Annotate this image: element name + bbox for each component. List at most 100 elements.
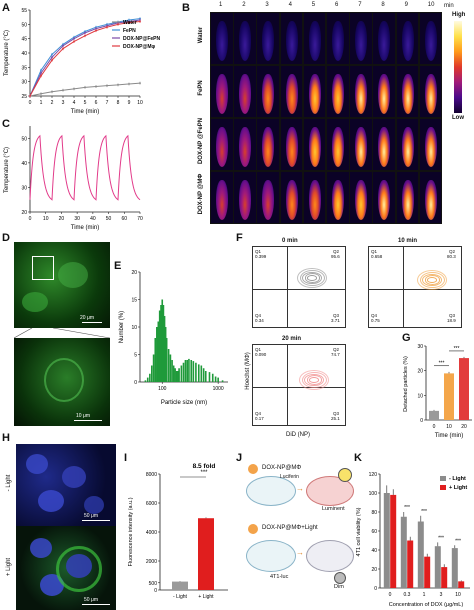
a-xtick-label: 8 [117,100,120,106]
b-tube-glow [424,74,437,114]
f-gate-vertical [403,247,404,327]
e-bar [157,321,160,382]
b-thermal-cell [419,119,442,170]
a-ytick-label: 25 [21,94,27,100]
k-bar [458,581,465,588]
panel-c-ylabel: Temperature (°C) [4,147,10,193]
a-legend-label: FePN [123,28,136,34]
b-col-label: 6 [335,2,339,8]
e-ytick-label: 10 [131,325,137,331]
panel-e-xlabel: Particle size (nm) [161,400,207,406]
b-tube-glow [378,180,391,220]
e-bar [163,316,166,382]
e-bar [182,362,185,382]
a-point [95,29,97,32]
c-xtick-label: 30 [74,216,80,222]
f-q2: Q2 [449,249,456,254]
a-ytick-label: 45 [21,37,27,43]
panel-k-ylabel: 4T1 cell viability (%) [356,507,362,556]
b-thermal-cell [396,13,419,64]
f-q2-value: 74.7 [331,352,340,357]
a-point [84,32,86,34]
e-bar [169,354,172,382]
panel-i-ylabel: Fluorescence intensity (a.u.) [128,497,134,566]
e-bar [162,305,165,382]
a-legend-label: DOX-NP@FePN [123,36,160,42]
a-xtick-label: 7 [106,100,109,106]
b-row-label: DOX-NP @MΦ [198,173,204,215]
panel-b: 1 2 3 4 5 6 7 8 9 10 min Water FePN DOX-NP @FePN DOX… [192,0,474,232]
k-bar [424,556,431,588]
b-thermal-cell [396,172,419,223]
e-bar [146,377,149,382]
b-tube-glow [216,21,228,61]
a-point [51,56,53,59]
b-thermal-cell [396,66,419,117]
panel-d-scale-top: 20 μm [80,315,94,321]
a-point [51,53,53,56]
a-ytick-label: 40 [21,51,27,57]
b-tube-glow [401,74,414,114]
k-bar [390,494,397,588]
f-q4: Q4 [371,313,378,318]
c-xtick-label: 70 [137,216,143,222]
f-q2: Q2 [333,347,340,352]
f-gate-vertical [287,345,288,425]
k-legend-label: - Light [449,476,466,482]
k-sig-label: *** [404,505,410,511]
b-tube-glow [424,180,437,220]
a-ytick-label: 35 [21,65,27,71]
b-thermal-cell [350,13,372,64]
b-thermal-cell [396,119,419,170]
b-thermal-cell [211,119,233,170]
b-thermal-cell [327,13,349,64]
a-point [73,37,75,40]
k-bar [400,516,407,588]
b-col-label: 2 [242,2,246,8]
f-plot-title: 20 min [282,336,302,342]
b-thermal-cell [350,119,372,170]
b-tube-glow [378,21,391,61]
e-bar [160,305,162,382]
b-thermal-cell [257,66,279,117]
b-tube-glow [355,21,368,61]
panel-j-bottom-result: Dim [334,584,344,590]
a-point [29,95,31,97]
a-point [40,72,42,74]
b-tube-glow [308,21,321,61]
a-point [128,83,130,85]
panel-label-a: A [2,2,10,14]
b-tube-glow [285,74,298,114]
f-q4: Q4 [255,411,262,416]
panel-g-xlabel: Time (min) [435,433,463,439]
k-bar [434,546,441,588]
a-point [117,83,119,86]
e-bar [221,380,224,382]
f-gate-vertical [287,247,288,327]
f-density-contour [299,269,325,287]
panel-label-h: H [2,432,10,444]
i-xtick-label: + Light [198,594,214,600]
b-thermal-cell [280,172,303,223]
a-xtick-label: 4 [73,100,76,106]
f-density-contour [424,275,440,285]
c-xtick-label: 10 [43,216,49,222]
a-point [84,34,86,37]
a-xtick-label: 0 [29,100,32,106]
panel-label-e: E [114,260,122,272]
e-bar [144,380,147,382]
i-xtick-label: - Light [173,594,188,600]
a-point [51,90,53,93]
dish-bottom-left [246,540,296,572]
panel-j-bottom-label: DOX-NP@MΦ+Light [262,525,318,531]
k-bar [451,548,458,588]
b-tube-glow [262,180,275,220]
panel-j-reagent: Luciferin [280,474,299,480]
a-xtick-label: 5 [84,100,87,106]
b-tube-glow [424,21,437,61]
k-bar [417,521,424,588]
i-ytick-label: 2000 [146,559,157,565]
e-bar [208,372,211,382]
a-ytick-label: 55 [21,8,27,14]
